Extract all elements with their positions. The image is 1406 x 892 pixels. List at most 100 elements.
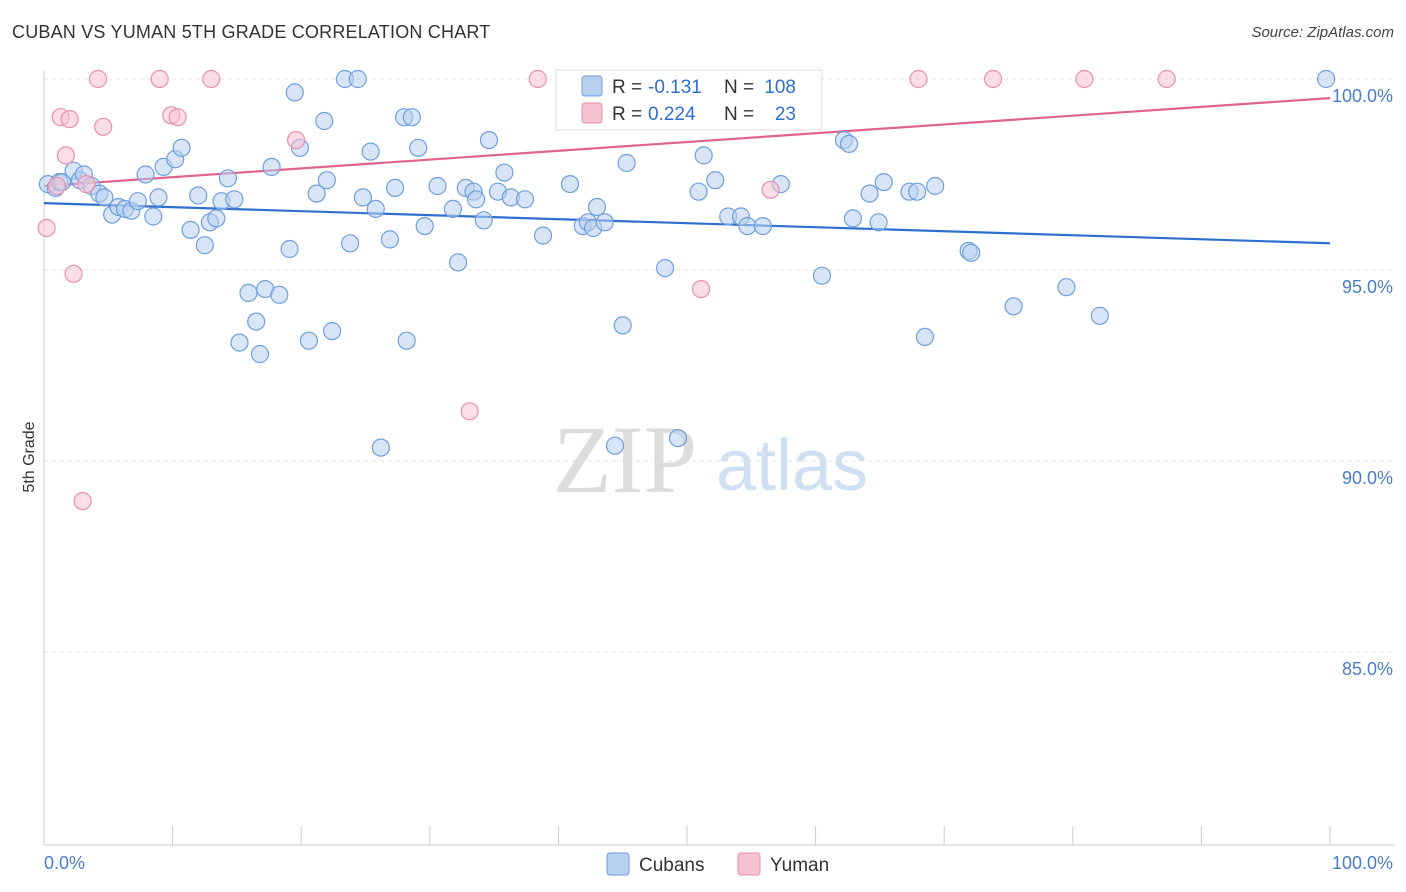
yuman-point-10	[150, 69, 169, 89]
yuman-n-value: 23	[775, 104, 796, 125]
cubans-point-65	[479, 131, 499, 150]
x-tick-label-min: 0.0%	[44, 853, 85, 873]
cubans-point-50	[371, 438, 390, 457]
stats-legend: R = -0.131 N = 108 R = 0.224 N = 23	[555, 69, 823, 131]
yuman-point-16	[528, 69, 547, 89]
yuman-point-6	[73, 492, 92, 511]
cubans-point-84	[706, 171, 725, 190]
yuman-point-14	[287, 131, 306, 150]
yuman-point-0	[37, 218, 56, 238]
yuman-r-label: R =	[612, 104, 642, 125]
cubans-point-41	[315, 111, 334, 131]
cubans-point-64	[474, 211, 493, 230]
trend-line-yuman	[43, 97, 1331, 188]
cubans-point-32	[250, 344, 270, 364]
cubans-point-83	[694, 146, 713, 165]
grid-lines	[44, 78, 1395, 653]
cubans-point-92	[839, 134, 859, 153]
cubans-point-49	[366, 199, 385, 218]
yuman-series-label: Yuman	[770, 855, 829, 876]
cubans-point-95	[869, 213, 888, 232]
cubans-point-103	[1004, 297, 1023, 316]
cubans-point-63	[467, 190, 486, 209]
cubans-point-80	[655, 259, 675, 278]
cubans-point-93	[843, 209, 863, 228]
cubans-point-36	[280, 239, 299, 259]
cubans-point-16	[144, 207, 163, 226]
cubans-point-94	[860, 184, 879, 203]
cubans-point-67	[495, 163, 514, 182]
cubans-point-88	[753, 217, 773, 236]
cubans-point-30	[239, 283, 258, 302]
cubans-point-22	[189, 186, 208, 205]
cubans-point-52	[386, 178, 405, 197]
watermark: ZIP atlas	[553, 406, 868, 513]
cubans-point-100	[926, 176, 945, 196]
cubans-r-label: R =	[612, 77, 642, 98]
cubans-series-label: Cubans	[639, 855, 705, 876]
y-axis-label: 5th Grade	[21, 421, 38, 492]
cubans-point-90	[812, 266, 832, 285]
cubans-point-29	[230, 333, 249, 352]
cubans-point-56	[409, 138, 428, 157]
cubans-point-34	[262, 157, 281, 176]
cubans-point-70	[533, 226, 553, 245]
cubans-point-15	[136, 165, 155, 184]
cubans-point-42	[317, 171, 336, 190]
cubans-point-46	[348, 69, 367, 89]
cubans-legend-swatch	[581, 75, 603, 97]
cubans-point-25	[207, 209, 226, 228]
yuman-point-9	[94, 117, 113, 136]
yuman-r-value: 0.224	[648, 104, 696, 125]
yuman-point-7	[77, 175, 96, 194]
yuman-point-4	[60, 109, 79, 129]
yuman-series-swatch	[737, 852, 761, 876]
cubans-point-98	[908, 182, 927, 201]
yuman-n-label: N =	[724, 104, 754, 125]
cubans-point-40	[307, 184, 326, 203]
cubans-point-23	[195, 236, 214, 255]
chart-source: Source: ZipAtlas.com	[1251, 24, 1394, 41]
data-points	[37, 69, 1336, 511]
yuman-point-22	[1157, 69, 1176, 89]
cubans-point-43	[323, 322, 342, 341]
y-tick-label-0: 85.0%	[1342, 659, 1393, 679]
yuman-point-3	[56, 146, 76, 165]
cubans-point-87	[738, 217, 757, 236]
cubans-point-48	[361, 142, 380, 161]
yuman-point-8	[88, 69, 108, 89]
cubans-series-swatch	[606, 852, 630, 876]
cubans-point-54	[397, 331, 416, 350]
cubans-point-31	[247, 312, 266, 331]
x-tick-label-max: 100.0%	[1332, 853, 1393, 873]
cubans-point-51	[380, 230, 399, 249]
yuman-point-18	[761, 180, 780, 199]
cubans-point-82	[689, 182, 708, 201]
yuman-point-5	[64, 264, 83, 283]
cubans-point-76	[595, 213, 614, 232]
cubans-point-102	[962, 243, 981, 262]
cubans-point-96	[874, 173, 893, 192]
cubans-point-105	[1090, 306, 1109, 325]
cubans-r-value: -0.131	[648, 77, 702, 98]
cubans-point-28	[225, 190, 244, 209]
cubans-point-55	[402, 108, 421, 127]
cubans-point-79	[617, 153, 636, 173]
cubans-point-21	[181, 220, 200, 239]
cubans-point-106	[1316, 69, 1336, 89]
cubans-point-27	[218, 169, 237, 188]
cubans-point-99	[915, 327, 935, 346]
cubans-point-69	[515, 190, 535, 209]
yuman-point-13	[202, 69, 221, 89]
yuman-point-21	[1075, 69, 1094, 89]
trend-lines	[43, 97, 1331, 245]
cubans-point-78	[613, 316, 632, 335]
cubans-n-value: 108	[764, 77, 796, 98]
cubans-point-57	[415, 217, 434, 236]
watermark-atlas: atlas	[716, 426, 868, 506]
y-tick-labels: 85.0% 90.0% 95.0% 100.0%	[1332, 86, 1393, 679]
cubans-point-81	[668, 429, 688, 448]
yuman-point-1	[47, 176, 67, 196]
cubans-point-104	[1057, 278, 1076, 297]
cubans-point-45	[341, 234, 360, 253]
